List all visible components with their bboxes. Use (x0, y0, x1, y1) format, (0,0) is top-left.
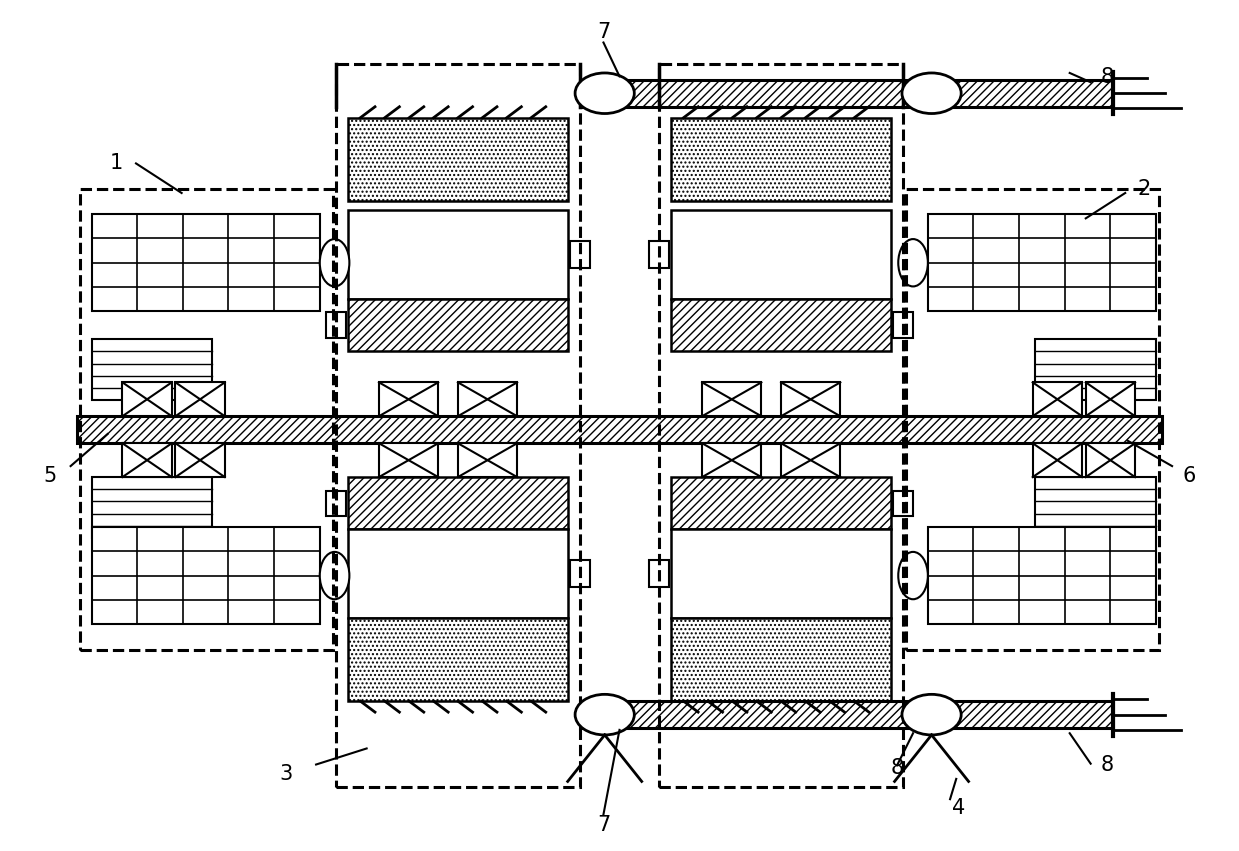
Bar (348, 619, 567, 701)
Bar (458, 382, 517, 416)
Circle shape (575, 73, 634, 113)
Bar (123, 443, 172, 477)
Circle shape (902, 694, 961, 735)
Bar (672, 299, 891, 351)
Bar (379, 443, 439, 477)
Bar (326, 312, 346, 338)
Bar (77, 416, 1162, 443)
Bar (92, 214, 320, 311)
Bar (1032, 443, 1082, 477)
Bar (348, 210, 567, 299)
Ellipse shape (898, 239, 928, 287)
Text: 8: 8 (1100, 756, 1114, 775)
Bar (1032, 382, 1082, 416)
Bar (92, 340, 212, 400)
Bar (672, 210, 891, 299)
Bar (703, 443, 761, 477)
Text: 6: 6 (1183, 466, 1196, 486)
Bar (659, 64, 903, 787)
Bar (1035, 340, 1156, 400)
Bar (176, 382, 224, 416)
Bar (81, 189, 333, 649)
Circle shape (902, 73, 961, 113)
Bar (379, 382, 439, 416)
Text: 1: 1 (109, 153, 123, 174)
Bar (928, 527, 1156, 624)
Ellipse shape (898, 552, 928, 599)
Bar (580, 701, 1113, 728)
Bar (570, 241, 590, 268)
Bar (348, 529, 567, 619)
Bar (781, 382, 840, 416)
Bar (672, 529, 891, 619)
Bar (672, 619, 891, 701)
Bar (672, 117, 891, 201)
Bar (1035, 477, 1156, 538)
Bar (458, 443, 517, 477)
Bar (580, 80, 1113, 106)
Circle shape (575, 694, 634, 735)
Text: 8: 8 (1100, 67, 1114, 87)
Bar (326, 490, 346, 516)
Ellipse shape (320, 239, 349, 287)
Text: 4: 4 (952, 797, 965, 818)
Ellipse shape (320, 552, 349, 599)
Bar (1085, 382, 1135, 416)
Bar (893, 312, 913, 338)
Bar (336, 64, 580, 787)
Bar (92, 527, 320, 624)
Bar (123, 382, 172, 416)
Bar (649, 560, 669, 587)
Bar (672, 477, 891, 529)
Text: 8: 8 (891, 758, 903, 778)
Bar (348, 299, 567, 351)
Bar (1085, 443, 1135, 477)
Text: 3: 3 (280, 764, 294, 784)
Text: 7: 7 (597, 22, 610, 43)
Bar (92, 477, 212, 538)
Bar (649, 241, 669, 268)
Bar (893, 490, 913, 516)
Text: 2: 2 (1137, 179, 1150, 199)
Bar (906, 189, 1158, 649)
Bar (176, 443, 224, 477)
Bar (928, 214, 1156, 311)
Bar (703, 382, 761, 416)
Bar (348, 477, 567, 529)
Text: 7: 7 (597, 814, 610, 835)
Bar (781, 443, 840, 477)
Text: 5: 5 (43, 466, 56, 486)
Bar (570, 560, 590, 587)
Bar (348, 117, 567, 201)
